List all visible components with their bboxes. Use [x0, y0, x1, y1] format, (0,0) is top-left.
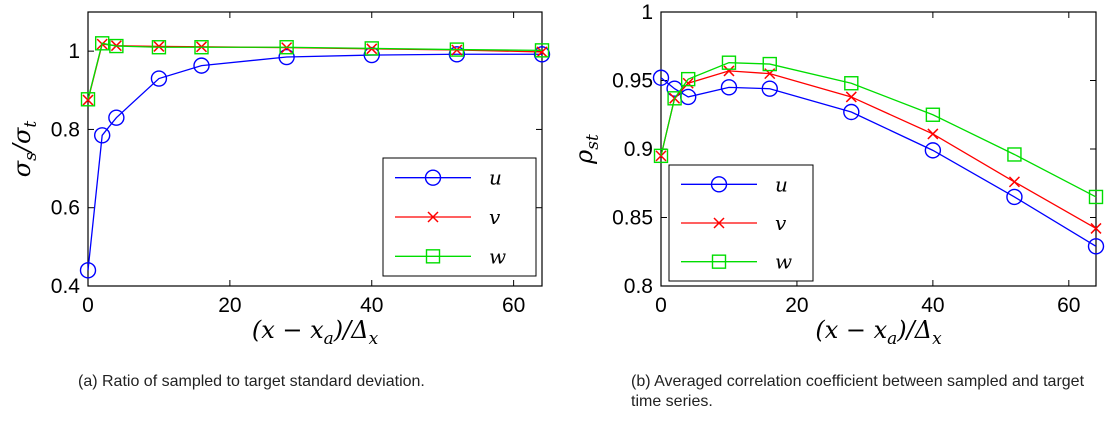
data-point-v — [723, 65, 735, 77]
x-tick-label: 40 — [360, 294, 383, 317]
data-point-u — [924, 142, 942, 159]
x-axis-label: (x − xa​)/Δx​ — [815, 316, 942, 349]
x-axis-label: (x − xa​)/Δx​ — [252, 316, 379, 349]
legend-label-v: v — [775, 211, 787, 235]
data-point-w — [279, 40, 294, 55]
series-v — [655, 65, 1102, 234]
y-tick-label: 0.85 — [612, 207, 653, 230]
legend-label-w: w — [775, 250, 792, 274]
data-point-v — [153, 40, 165, 52]
series-w — [653, 55, 1104, 205]
x-tick-label: 20 — [785, 294, 808, 317]
legend: uvw — [668, 164, 814, 282]
data-point-u — [79, 262, 97, 279]
y-tick-label: 0.95 — [612, 70, 653, 93]
y-tick-label: 0.6 — [51, 197, 80, 220]
legend-label-u: u — [489, 166, 502, 190]
legend-marker-v — [713, 217, 725, 229]
data-point-u — [533, 46, 551, 63]
data-point-w — [364, 41, 379, 56]
data-point-w — [1007, 147, 1022, 162]
data-point-w — [653, 148, 669, 164]
data-point-v — [1008, 176, 1020, 188]
data-point-v — [927, 128, 939, 140]
data-point-w — [194, 40, 209, 55]
data-point-w — [721, 55, 737, 70]
legend-label-v: v — [489, 205, 501, 229]
x-tick-label: 0 — [655, 294, 667, 317]
data-point-u — [448, 46, 466, 63]
x-tick-label: 20 — [218, 294, 241, 317]
data-point-w — [109, 38, 124, 54]
data-point-u — [1006, 188, 1023, 206]
series-u — [79, 46, 551, 279]
data-point-w — [80, 92, 96, 107]
data-point-v — [536, 46, 548, 58]
data-point-u — [108, 109, 125, 126]
data-point-w — [667, 91, 682, 106]
caption-a: (a) Ratio of sampled to target standard … — [78, 373, 425, 390]
legend: uvw — [382, 157, 537, 277]
data-point-w — [94, 36, 110, 51]
series-line-w — [87, 42, 543, 100]
data-point-w — [680, 71, 696, 87]
data-point-w — [534, 43, 550, 58]
y-axis-label: ρst​ — [570, 134, 603, 165]
data-point-u — [843, 103, 860, 121]
data-point-v — [1090, 222, 1102, 234]
legend-marker-w — [711, 254, 727, 269]
data-point-u — [93, 127, 111, 144]
x-tick-label: 40 — [921, 294, 944, 317]
legend-marker-w — [425, 249, 441, 264]
data-point-u — [652, 69, 670, 86]
x-tick-label: 0 — [82, 294, 94, 317]
legend-marker-u — [710, 176, 728, 193]
legend-label-w: w — [489, 244, 506, 268]
legend-label-u: u — [775, 172, 788, 196]
data-point-w — [844, 76, 859, 91]
data-point-u — [720, 79, 738, 96]
data-point-w — [449, 42, 465, 57]
data-point-w — [151, 40, 167, 55]
y-tick-label: 0.4 — [51, 275, 81, 298]
plot-area — [87, 11, 543, 287]
y-tick-label: 1 — [641, 1, 653, 24]
data-point-u — [150, 70, 168, 87]
data-point-w — [762, 56, 777, 72]
series-w — [80, 36, 550, 107]
y-tick-label: 0.8 — [624, 275, 653, 298]
y-tick-label: 0.9 — [624, 138, 653, 161]
x-tick-label: 60 — [502, 294, 525, 317]
x-tick-label: 60 — [1057, 294, 1080, 317]
data-point-v — [845, 91, 857, 103]
y-tick-label: 1 — [68, 40, 80, 63]
data-point-u — [363, 46, 380, 64]
data-point-u — [278, 48, 295, 66]
legend-marker-v — [427, 211, 439, 223]
data-point-u — [1087, 238, 1105, 255]
data-point-w — [1088, 189, 1104, 205]
y-axis-label: σs​/σt​ — [8, 121, 41, 178]
panel-a: 0 20 40 60 0.4 0.6 0.8 1 (x − xa​)/Δx​ σs​/σt​ uvw — [8, 11, 551, 349]
data-point-w — [925, 107, 941, 122]
data-point-v — [82, 94, 94, 106]
data-point-v — [682, 77, 694, 89]
data-point-u — [761, 80, 778, 97]
panel-b: 0 20 40 60 0.8 0.85 0.9 0.95 1 (x − xa​)/Δx​ ρst​ u… — [570, 1, 1105, 349]
legend-marker-u — [424, 169, 442, 186]
caption-b: (b) Averaged correlation coefficient bet… — [631, 373, 1085, 410]
data-point-u — [193, 57, 210, 74]
y-tick-label: 0.8 — [51, 118, 80, 141]
